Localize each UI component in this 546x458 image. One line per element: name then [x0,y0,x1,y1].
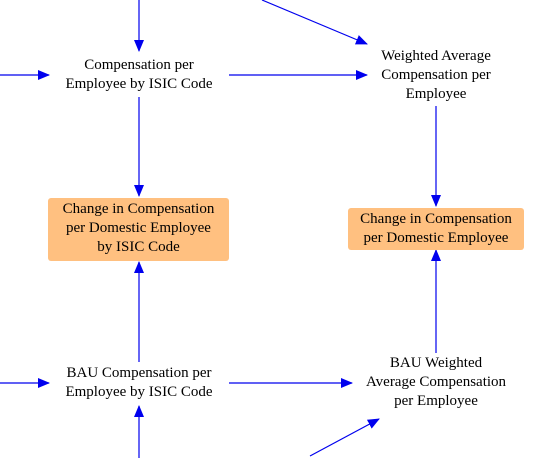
node-bau-compensation-per-employee-by-isic: BAU Compensation per Employee by ISIC Co… [65,365,213,400]
node-compensation-per-employee-by-isic: Compensation per Employee by ISIC Code [65,57,213,92]
node-change-compensation-domestic: Change in Compensation per Domestic Empl… [348,208,524,250]
arrow-top-to-weighted-avg [261,0,368,45]
node-bau-weighted-average-compensation: BAU Weighted Average Compensation per Em… [365,355,507,409]
node-weighted-average-compensation: Weighted Average Compensation per Employ… [381,48,491,102]
node-change-compensation-domestic-isic: Change in Compensation per Domestic Empl… [48,198,229,261]
arrow-bottom-to-bau-weighted [309,418,380,457]
